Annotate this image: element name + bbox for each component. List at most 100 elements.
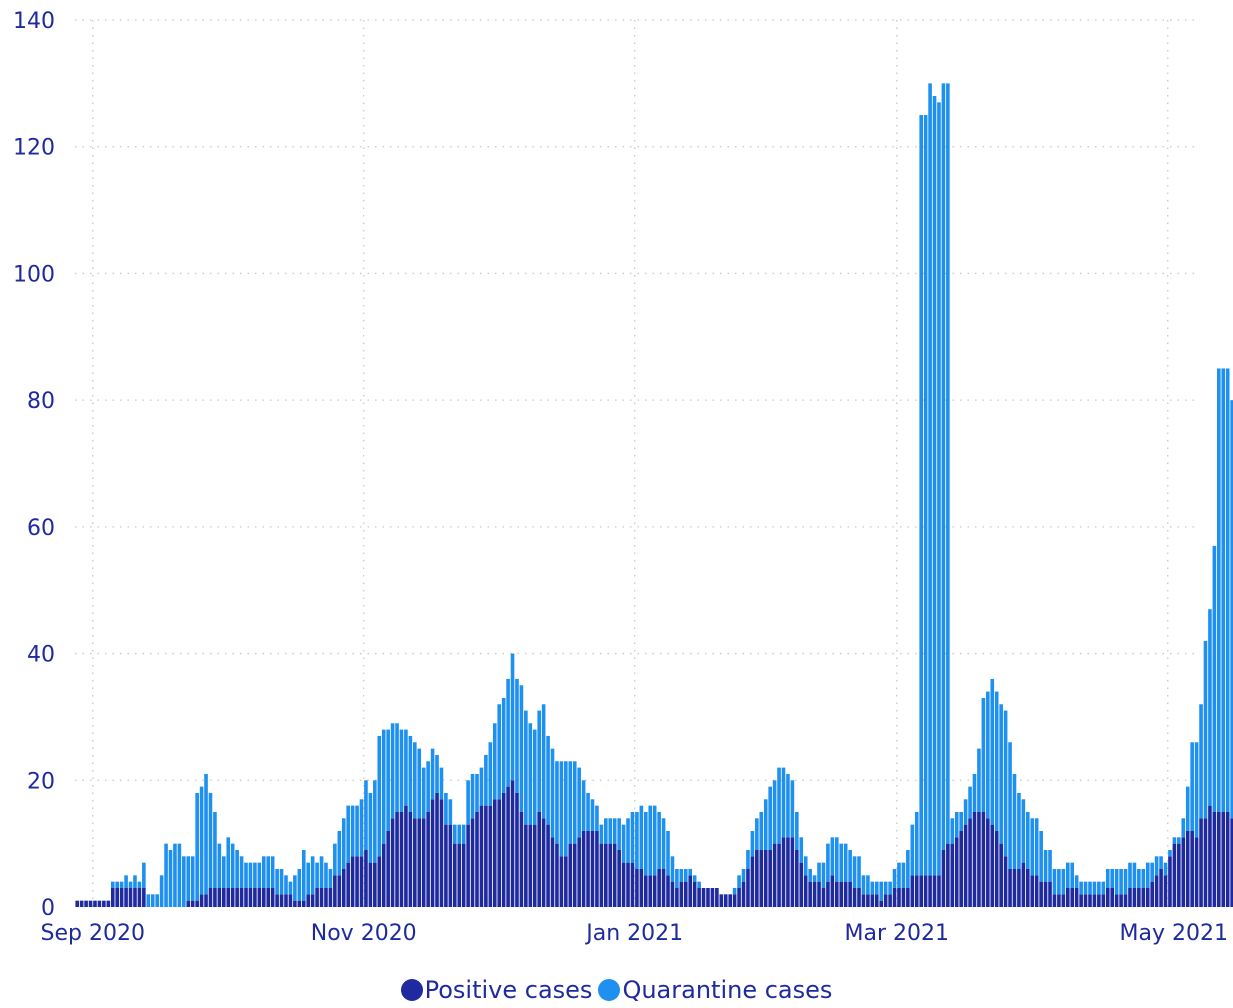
- bar-quarantine[interactable]: [137, 881, 142, 888]
- bar-quarantine[interactable]: [932, 96, 937, 876]
- bar-positive[interactable]: [128, 887, 133, 907]
- bar-positive[interactable]: [1168, 856, 1172, 907]
- bar-positive[interactable]: [501, 792, 506, 907]
- bar-quarantine[interactable]: [612, 818, 617, 844]
- bar-quarantine[interactable]: [222, 856, 226, 888]
- bar-positive[interactable]: [1039, 881, 1043, 907]
- bar-quarantine[interactable]: [315, 862, 319, 888]
- bar-positive[interactable]: [670, 881, 675, 907]
- bar-quarantine[interactable]: [1132, 862, 1137, 888]
- bar-positive[interactable]: [377, 856, 382, 907]
- bar-quarantine[interactable]: [230, 843, 235, 888]
- bar-quarantine[interactable]: [621, 824, 626, 863]
- bar-quarantine[interactable]: [146, 894, 151, 907]
- bar-quarantine[interactable]: [1119, 868, 1123, 895]
- bar-positive[interactable]: [808, 881, 812, 907]
- bar-positive[interactable]: [648, 875, 653, 907]
- bar-positive[interactable]: [799, 862, 804, 907]
- bar-positive[interactable]: [1074, 887, 1079, 907]
- bar-quarantine[interactable]: [213, 811, 217, 888]
- bar-quarantine[interactable]: [1048, 849, 1052, 882]
- bar-quarantine[interactable]: [790, 780, 795, 838]
- bar-quarantine[interactable]: [581, 780, 586, 831]
- bar-quarantine[interactable]: [1168, 849, 1172, 857]
- bar-quarantine[interactable]: [643, 811, 648, 876]
- bar-quarantine[interactable]: [288, 881, 293, 895]
- bar-positive[interactable]: [1030, 875, 1035, 907]
- bar-positive[interactable]: [421, 818, 426, 907]
- bar-quarantine[interactable]: [755, 818, 759, 850]
- bar-quarantine[interactable]: [626, 818, 630, 863]
- bar-quarantine[interactable]: [617, 818, 621, 850]
- bar-positive[interactable]: [1079, 894, 1083, 907]
- bar-positive[interactable]: [1119, 894, 1123, 907]
- bar-quarantine[interactable]: [1017, 792, 1021, 869]
- bar-quarantine[interactable]: [386, 729, 390, 831]
- bar-positive[interactable]: [452, 843, 457, 907]
- bar-positive[interactable]: [439, 799, 444, 907]
- bar-quarantine[interactable]: [444, 792, 448, 825]
- bar-quarantine[interactable]: [692, 875, 697, 882]
- bar-quarantine[interactable]: [279, 868, 284, 895]
- bar-quarantine[interactable]: [373, 780, 377, 863]
- bar-quarantine[interactable]: [963, 799, 968, 825]
- bar-positive[interactable]: [994, 830, 999, 907]
- bar-quarantine[interactable]: [977, 748, 981, 812]
- bar-quarantine[interactable]: [390, 723, 395, 819]
- bar-positive[interactable]: [1070, 887, 1075, 907]
- bar-positive[interactable]: [826, 881, 830, 907]
- bar-positive[interactable]: [759, 849, 764, 907]
- bar-quarantine[interactable]: [501, 697, 506, 793]
- bar-quarantine[interactable]: [919, 115, 924, 876]
- bar-positive[interactable]: [883, 894, 888, 907]
- bar-positive[interactable]: [230, 887, 235, 907]
- bar-positive[interactable]: [470, 818, 475, 907]
- bar-quarantine[interactable]: [244, 862, 248, 888]
- bar-positive[interactable]: [568, 843, 573, 907]
- bar-positive[interactable]: [248, 887, 253, 907]
- bar-positive[interactable]: [466, 824, 470, 907]
- bar-positive[interactable]: [590, 830, 595, 907]
- bar-quarantine[interactable]: [679, 868, 684, 882]
- bar-quarantine[interactable]: [772, 780, 777, 844]
- bar-positive[interactable]: [706, 887, 710, 907]
- bar-quarantine[interactable]: [115, 881, 119, 888]
- bar-positive[interactable]: [186, 900, 191, 907]
- bar-quarantine[interactable]: [381, 729, 386, 844]
- bar-positive[interactable]: [959, 830, 963, 907]
- bar-positive[interactable]: [564, 856, 568, 907]
- bar-quarantine[interactable]: [697, 881, 701, 888]
- bar-positive[interactable]: [506, 786, 510, 907]
- bar-quarantine[interactable]: [532, 729, 537, 825]
- bar-quarantine[interactable]: [1177, 837, 1181, 844]
- bar-quarantine[interactable]: [1052, 868, 1057, 895]
- bar-positive[interactable]: [888, 894, 892, 907]
- bar-quarantine[interactable]: [150, 894, 155, 907]
- bar-positive[interactable]: [1003, 856, 1008, 907]
- bar-quarantine[interactable]: [346, 805, 350, 863]
- bar-positive[interactable]: [1048, 881, 1052, 907]
- bar-quarantine[interactable]: [124, 875, 128, 888]
- bar-quarantine[interactable]: [923, 115, 928, 876]
- bar-quarantine[interactable]: [1003, 710, 1008, 857]
- bar-quarantine[interactable]: [1043, 849, 1048, 882]
- bar-positive[interactable]: [781, 837, 786, 907]
- bar-quarantine[interactable]: [861, 875, 866, 895]
- bar-positive[interactable]: [630, 862, 635, 907]
- bar-quarantine[interactable]: [261, 856, 266, 888]
- bar-positive[interactable]: [1172, 843, 1177, 907]
- bar-positive[interactable]: [310, 894, 315, 907]
- bar-quarantine[interactable]: [1083, 881, 1088, 895]
- bar-quarantine[interactable]: [257, 862, 262, 888]
- bar-quarantine[interactable]: [777, 767, 781, 844]
- bar-quarantine[interactable]: [337, 830, 342, 876]
- bar-positive[interactable]: [612, 843, 617, 907]
- bar-quarantine[interactable]: [568, 761, 573, 844]
- bar-positive[interactable]: [906, 887, 910, 907]
- bar-positive[interactable]: [999, 843, 1003, 907]
- bar-quarantine[interactable]: [781, 767, 786, 838]
- bar-positive[interactable]: [972, 811, 977, 907]
- bar-positive[interactable]: [1092, 894, 1097, 907]
- bar-quarantine[interactable]: [1101, 881, 1106, 895]
- bar-positive[interactable]: [626, 862, 630, 907]
